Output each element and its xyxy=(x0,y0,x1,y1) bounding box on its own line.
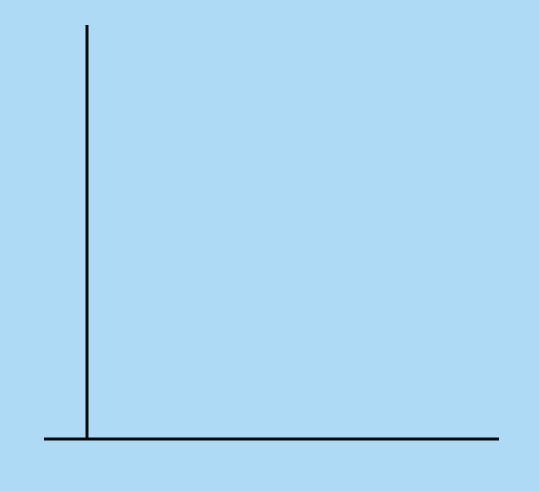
chart-canvas xyxy=(0,0,539,491)
chart-background xyxy=(0,0,539,491)
empty-chart xyxy=(0,0,539,491)
